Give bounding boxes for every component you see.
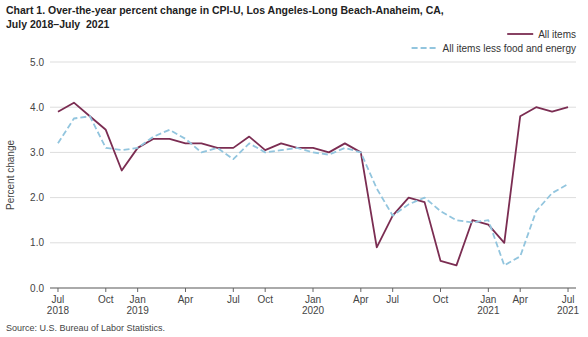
x-tick-label-line: Jul	[386, 294, 399, 305]
x-tick-label: Jan2019	[127, 294, 150, 316]
x-tick-label-line: 2018	[47, 305, 70, 316]
x-tick-label: Jul2021	[557, 294, 580, 316]
y-tick-label: 4.0	[30, 102, 44, 113]
x-tick-label-line: 2021	[477, 305, 500, 316]
x-tick-label: Jul	[227, 294, 240, 305]
grid-line	[50, 197, 576, 198]
x-tick-label: Oct	[98, 294, 114, 305]
x-tick	[185, 288, 186, 292]
x-tick	[265, 288, 266, 292]
x-tick-label-line: Oct	[98, 294, 114, 305]
y-axis-label: Percent change	[5, 140, 16, 210]
x-tick-label-line: Oct	[433, 294, 449, 305]
grid	[50, 62, 576, 288]
x-tick	[488, 288, 489, 292]
source-note: Source: U.S. Bureau of Labor Statistics.	[6, 323, 165, 333]
x-tick	[233, 288, 234, 292]
x-tick-label: Oct	[433, 294, 449, 305]
x-tick	[57, 288, 58, 292]
x-tick	[313, 288, 314, 292]
x-tick	[360, 288, 361, 292]
x-tick-label: Apr	[178, 294, 194, 305]
x-tick	[392, 288, 393, 292]
x-tick	[440, 288, 441, 292]
x-tick-label-line: Jul	[227, 294, 240, 305]
x-tick-label: Jul	[386, 294, 399, 305]
legend-swatch	[412, 47, 438, 49]
grid-line	[50, 107, 576, 108]
x-tick-label-line: 2020	[302, 305, 325, 316]
x-tick-label-line: Oct	[257, 294, 273, 305]
x-tick	[105, 288, 106, 292]
x-tick-label: Apr	[353, 294, 369, 305]
grid-line	[50, 62, 576, 63]
legend-label: All items less food and energy	[443, 43, 576, 54]
y-tick-label: 5.0	[30, 57, 44, 68]
x-tick-label: Jul2018	[47, 294, 70, 316]
legend: All items All items less food and energy	[412, 29, 576, 54]
x-tick-label-line: Jul	[52, 294, 65, 305]
x-tick-label-line: Jan	[130, 294, 146, 305]
x-tick-label-line: Jan	[480, 294, 496, 305]
x-tick-label-line: Jul	[562, 294, 575, 305]
legend-label: All items	[538, 29, 576, 40]
y-tick-label: 2.0	[30, 192, 44, 203]
x-tick-label-line: 2019	[127, 305, 150, 316]
x-tick-label: Jan2020	[302, 294, 325, 316]
y-tick-label: 3.0	[30, 147, 44, 158]
y-tick-label: 1.0	[30, 237, 44, 248]
series-line	[58, 103, 568, 266]
lines	[58, 103, 568, 266]
x-tick-label-line: 2021	[557, 305, 580, 316]
legend-swatch	[507, 33, 533, 35]
x-tick-label: Oct	[257, 294, 273, 305]
x-tick-label: Jan2021	[477, 294, 500, 316]
x-tick	[568, 288, 569, 292]
subtitle: July 2018–July 2021	[6, 18, 109, 30]
x-tick-label-line: Apr	[178, 294, 194, 305]
x-tick	[520, 288, 521, 292]
x-tick	[137, 288, 138, 292]
series-line	[58, 116, 568, 265]
title: Chart 1. Over-the-year percent change in…	[6, 4, 444, 16]
chart: Chart 1. Over-the-year percent change in…	[0, 0, 588, 337]
x-tick-label-line: Apr	[512, 294, 528, 305]
x-tick-label-line: Jan	[305, 294, 321, 305]
y-tick-label: 0.0	[30, 283, 44, 294]
x-tick-label: Apr	[512, 294, 528, 305]
x-tick-label-line: Apr	[353, 294, 369, 305]
